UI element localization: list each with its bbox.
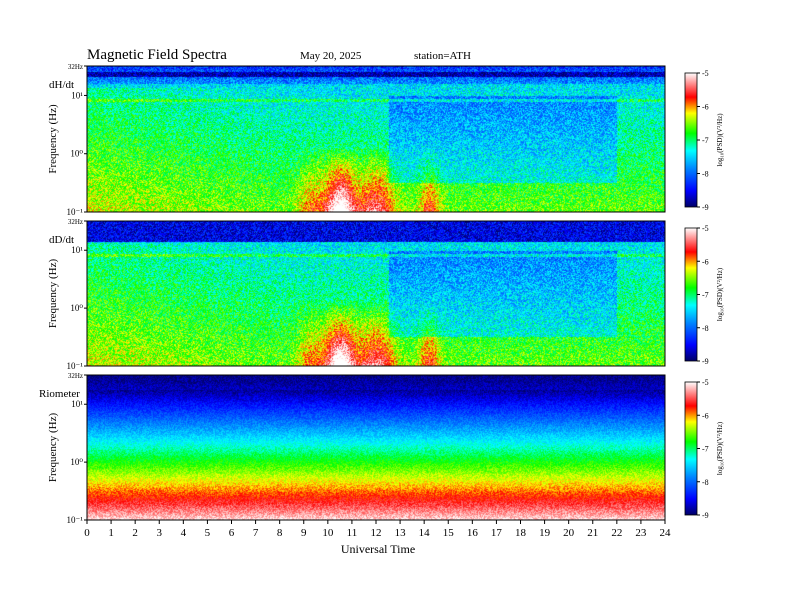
colorbar-tick-label: -8 xyxy=(702,324,709,333)
x-tick-label: 14 xyxy=(419,527,431,539)
x-tick-label: 9 xyxy=(301,527,307,539)
y-tick-label: 10¹ xyxy=(71,399,83,409)
panel-frame xyxy=(86,65,666,213)
colorbar-tick-label: -6 xyxy=(702,411,709,420)
x-tick-label: 15 xyxy=(443,527,455,539)
y-axis-label: Frequency (Hz) xyxy=(47,104,59,174)
spectrogram-image xyxy=(87,375,665,520)
y-tick-label: 32Hz xyxy=(68,63,83,71)
y-tick-label: 32Hz xyxy=(68,218,83,226)
colorbar-tick-label: -6 xyxy=(702,103,709,112)
colorbar-tick-label: -5 xyxy=(702,69,709,78)
y-tick-label: 10¹ xyxy=(71,90,83,100)
x-tick-label: 2 xyxy=(132,527,138,539)
y-tick-label: 10⁻¹ xyxy=(67,207,84,217)
spectrogram-image xyxy=(87,66,665,212)
colorbar-tick-label: -8 xyxy=(702,478,709,487)
y-tick-label: 10⁻¹ xyxy=(67,515,84,525)
panel-label: Riometer xyxy=(39,388,80,400)
x-tick-label: 11 xyxy=(347,527,358,539)
colorbar-tick-label: -5 xyxy=(702,378,709,387)
y-axis-label: Frequency (Hz) xyxy=(47,413,59,483)
x-tick-label: 10 xyxy=(322,527,334,539)
y-tick-label: 10⁰ xyxy=(70,149,83,159)
panel-label: dH/dt xyxy=(49,79,74,91)
x-tick-label: 24 xyxy=(660,527,672,539)
colorbar-scale xyxy=(684,381,698,516)
y-axis-label: Frequency (Hz) xyxy=(47,259,59,329)
time-axis-label: Universal Time xyxy=(341,542,415,556)
time-axis: 0 1 2 3 4 5 6 7 8 9 10 11 12 13 14 15 16 17 18 19 20 21 22 23 24 xyxy=(84,520,671,539)
colorbar-tick-label: -7 xyxy=(702,136,709,145)
colorbar-tick-label: -9 xyxy=(702,511,709,520)
x-tick-label: 5 xyxy=(205,527,211,539)
colorbar: -5 -6 -7 -8 -9 log₁₀(PSD)(V²/Hz) xyxy=(684,69,724,212)
x-tick-label: 23 xyxy=(635,527,647,539)
colorbar-tick-label: -5 xyxy=(702,224,709,233)
panel-label: dD/dt xyxy=(49,234,74,246)
y-tick-label: 10⁻¹ xyxy=(67,361,84,371)
x-tick-label: 21 xyxy=(587,527,598,539)
x-tick-label: 20 xyxy=(563,527,575,539)
figure-title: Magnetic Field Spectra xyxy=(87,47,227,63)
x-tick-label: 1 xyxy=(108,527,114,539)
y-tick-label: 10⁰ xyxy=(70,457,83,467)
x-tick-label: 17 xyxy=(491,527,503,539)
colorbar-label: log₁₀(PSD)(V²/Hz) xyxy=(716,267,724,321)
date-label: May 20, 2025 xyxy=(300,50,362,62)
colorbar-scale xyxy=(684,72,698,208)
y-tick-label: 32Hz xyxy=(68,372,83,380)
x-tick-label: 4 xyxy=(181,527,187,539)
x-tick-label: 0 xyxy=(84,527,90,539)
colorbar-tick-label: -6 xyxy=(702,257,709,266)
colorbar-label: log₁₀(PSD)(V²/Hz) xyxy=(716,421,724,475)
station-label: station=ATH xyxy=(414,50,471,62)
x-tick-label: 18 xyxy=(515,527,527,539)
x-tick-label: 7 xyxy=(253,527,259,539)
colorbar-tick-label: -9 xyxy=(702,357,709,366)
colorbar: -5 -6 -7 -8 -9 log₁₀(PSD)(V²/Hz) xyxy=(684,378,724,520)
y-tick-label: 10⁰ xyxy=(70,303,83,313)
x-tick-label: 16 xyxy=(467,527,479,539)
colorbar-tick-label: -9 xyxy=(702,203,709,212)
x-tick-label: 13 xyxy=(395,527,407,539)
x-tick-label: 3 xyxy=(157,527,163,539)
x-tick-label: 22 xyxy=(611,527,622,539)
colorbar-tick-label: -7 xyxy=(702,445,709,454)
panel-frame xyxy=(86,220,666,367)
colorbar-tick-label: -7 xyxy=(702,291,709,300)
colorbar-scale xyxy=(684,227,698,362)
x-tick-label: 12 xyxy=(371,527,382,539)
x-tick-label: 8 xyxy=(277,527,283,539)
colorbar-tick-label: -8 xyxy=(702,170,709,179)
y-tick-label: 10¹ xyxy=(71,245,83,255)
x-tick-label: 6 xyxy=(229,527,235,539)
colorbar-label: log₁₀(PSD)(V²/Hz) xyxy=(716,113,724,167)
spectrogram-panel-3: Riometer 32Hz 10¹ 10⁰ 10⁻¹ Frequency (Hz) -5 -6… xyxy=(39,372,724,525)
colorbar: -5 -6 -7 -8 -9 log₁₀(PSD)(V²/Hz) xyxy=(684,224,724,366)
spectrogram-image xyxy=(87,221,665,366)
x-tick-label: 19 xyxy=(539,527,551,539)
